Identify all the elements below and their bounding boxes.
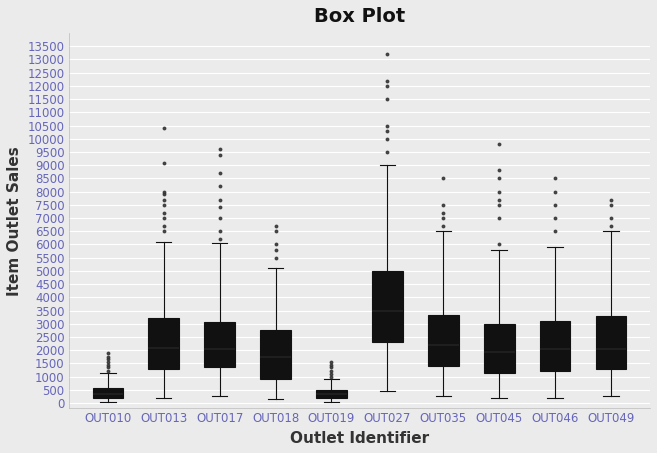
Y-axis label: Item Outlet Sales: Item Outlet Sales (7, 146, 22, 295)
PathPatch shape (595, 316, 626, 369)
PathPatch shape (260, 330, 291, 379)
PathPatch shape (316, 390, 347, 398)
PathPatch shape (428, 314, 459, 366)
PathPatch shape (484, 324, 514, 373)
PathPatch shape (539, 321, 570, 371)
PathPatch shape (148, 318, 179, 369)
Title: Box Plot: Box Plot (314, 7, 405, 26)
PathPatch shape (93, 388, 124, 398)
X-axis label: Outlet Identifier: Outlet Identifier (290, 431, 429, 446)
PathPatch shape (372, 271, 403, 342)
PathPatch shape (204, 322, 235, 366)
